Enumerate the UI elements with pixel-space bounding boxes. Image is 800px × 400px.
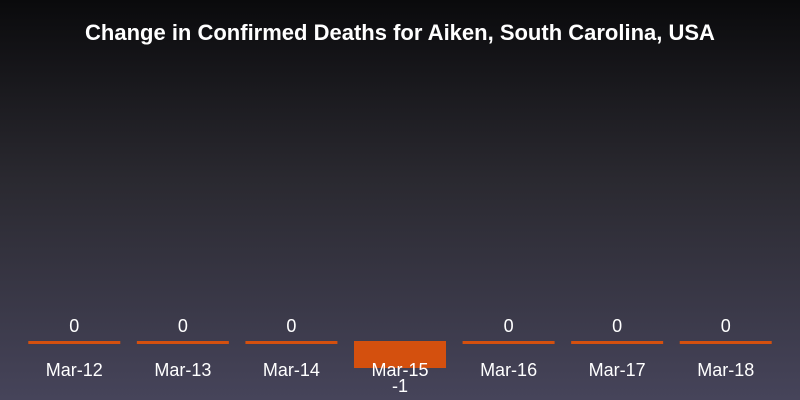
bar-mar-14 [245,341,338,344]
bar-mar-15 [354,341,446,368]
data-label: 0 [612,316,622,336]
bar-mar-18 [679,341,772,344]
x-tick-label: Mar-18 [697,360,754,380]
chart-title: Change in Confirmed Deaths for Aiken, So… [85,20,715,45]
data-label: 0 [178,316,188,336]
bar-mar-13 [136,341,229,344]
x-tick-label: Mar-16 [480,360,537,380]
data-label: 0 [286,316,296,336]
data-label: 0 [504,316,514,336]
x-tick-label: Mar-12 [46,360,103,380]
x-tick-label: Mar-15 [371,360,428,380]
data-label: 0 [721,316,731,336]
data-label: -1 [392,376,408,396]
x-tick-label: Mar-13 [154,360,211,380]
data-label: 0 [69,316,79,336]
bar-mar-17 [571,341,664,344]
bar-mar-12 [28,341,121,344]
x-tick-label: Mar-17 [589,360,646,380]
bar-mar-16 [462,341,555,344]
x-tick-label: Mar-14 [263,360,320,380]
